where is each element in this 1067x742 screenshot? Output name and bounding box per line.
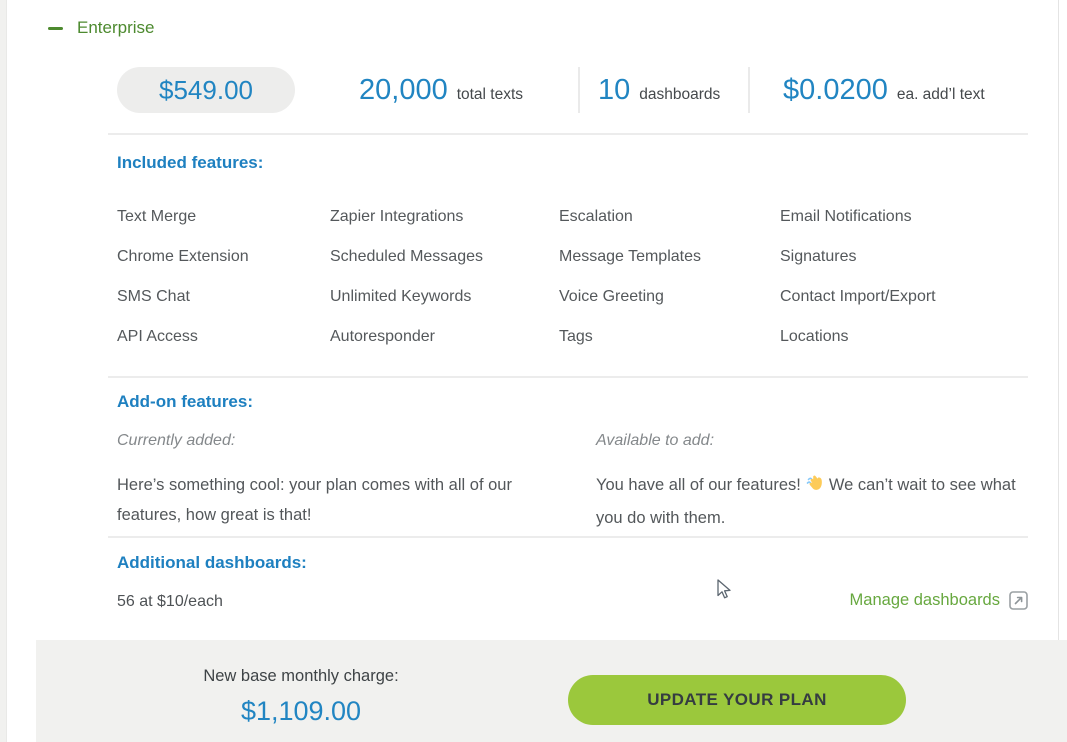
collapse-minus-icon [48,26,63,30]
charge-value: $1,109.00 [240,696,362,726]
feature-item: Locations [780,328,849,345]
external-link-icon [1009,591,1028,610]
feature-item: Email Notifications [780,208,912,225]
section-divider [108,133,1028,135]
feature-item: Scheduled Messages [330,248,483,265]
stat-total-texts: 20,000 total texts [359,67,523,113]
feature-item: Tags [559,328,593,345]
mouse-cursor-icon [714,578,736,607]
page-left-edge [0,0,7,742]
feature-item: Message Templates [559,248,701,265]
feature-item: SMS Chat [117,288,190,305]
feature-item: Chrome Extension [117,248,249,265]
total-texts-value: 20,000 [359,74,448,106]
currently-added-label: Currently added: [117,432,236,449]
currently-added-body: Here’s something cool: your plan comes w… [117,476,512,524]
dashboards-count-detail: 56 at $10/each [117,593,223,610]
additional-dashboards-heading: Additional dashboards: [117,553,307,572]
stat-dashboards: 10 dashboards [598,67,720,113]
available-to-add-column: Available to add: You have all of our fe… [596,432,1026,533]
feature-item: Zapier Integrations [330,208,464,225]
plan-name: Enterprise [77,18,155,37]
feature-item: API Access [117,328,198,345]
feature-item: Unlimited Keywords [330,288,472,305]
addl-text-label: ea. add’l text [896,86,985,103]
scrollbar[interactable] [1058,0,1059,742]
total-texts-label: total texts [456,86,524,103]
addl-text-value: $0.0200 [783,74,888,106]
feature-item: Voice Greeting [559,288,664,305]
plan-price: $549.00 [159,74,253,105]
update-plan-button[interactable]: UPDATE YOUR PLAN [568,675,906,725]
stat-addl-text-price: $0.0200 ea. add’l text [783,67,985,113]
available-to-add-label: Available to add: [596,432,715,449]
manage-dashboards-link[interactable]: Manage dashboards [850,591,1028,610]
section-divider [108,376,1028,378]
included-features-heading: Included features: [117,153,264,172]
waving-hand-emoji-icon [805,473,825,503]
plan-price-pill: $549.00 [117,67,295,113]
stat-divider [578,67,580,113]
included-features-grid: Text Merge Zapier Integrations Escalatio… [117,197,1028,357]
addon-features-heading: Add-on features: [117,392,253,411]
available-body-after: We can’t wait to see what you do with th… [596,476,1016,527]
feature-item: Escalation [559,208,633,225]
footer-summary-bar: New base monthly charge: $1,109.00 UPDAT… [36,640,1067,742]
manage-dashboards-label: Manage dashboards [849,591,1000,609]
feature-item: Contact Import/Export [780,288,936,305]
available-body-before: You have all of our features! [596,476,801,494]
plan-header-toggle[interactable]: Enterprise [48,18,154,38]
currently-added-column: Currently added: Here’s something cool: … [117,432,565,530]
feature-item: Text Merge [117,208,197,225]
stat-divider [748,67,750,113]
dashboards-value: 10 [598,74,631,106]
feature-item: Signatures [780,248,857,265]
charge-block: New base monthly charge: $1,109.00 [136,667,466,727]
charge-label: New base monthly charge: [203,667,399,685]
feature-item: Autoresponder [330,328,435,345]
section-divider [108,536,1028,538]
dashboards-label: dashboards [639,86,721,103]
available-to-add-body: You have all of our features! We can’t wa… [596,470,1026,533]
